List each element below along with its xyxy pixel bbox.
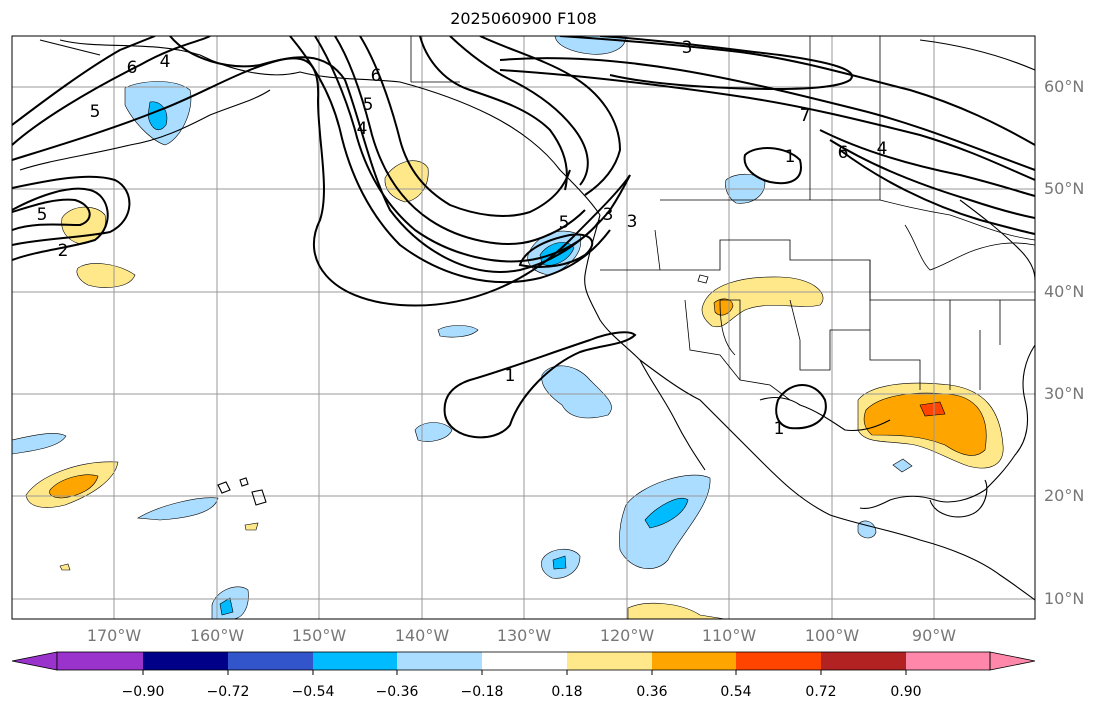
colorbar-swatch: [482, 652, 567, 670]
lat-label: 60°N: [1044, 77, 1085, 96]
contour-label: 6: [127, 58, 138, 78]
contour-label-group: 6 5 4 3 5 2 6 5 4 3 5 3 1 1 1 7 6 4: [37, 38, 888, 439]
contour-lines: [12, 36, 1035, 439]
colorbar-swatch: [567, 652, 652, 670]
lat-label: 40°N: [1044, 282, 1085, 301]
contour-label: 5: [559, 213, 570, 233]
contour-label: 7: [800, 106, 811, 126]
colorbar-tick-label: −0.36: [375, 684, 419, 700]
lat-label: 50°N: [1044, 179, 1085, 198]
colorbar-tick-label: −0.72: [206, 684, 250, 700]
contour-label: 4: [877, 139, 888, 159]
contour-label: 1: [785, 147, 796, 167]
red-core-gulf: [919, 401, 946, 417]
colorbar-tick-label: −0.18: [460, 684, 504, 700]
blue-blob-small: [414, 422, 453, 442]
lon-label: 120°W: [599, 626, 655, 645]
blue-blob-mid: [437, 325, 479, 338]
contour-label: 3: [603, 205, 614, 225]
lon-label: 130°W: [496, 626, 552, 645]
colorbar-swatch: [143, 652, 228, 670]
contour-label: 5: [363, 95, 374, 115]
colorbar-tick-label: 0.18: [551, 684, 583, 700]
blue-blob-hawaii: [137, 497, 219, 521]
lon-label: 160°W: [189, 626, 245, 645]
blue-blob-mexico-s: [857, 520, 877, 539]
shaded-anomalies: [12, 36, 1004, 619]
colorbar-swatch: [906, 652, 990, 670]
blue-core-pacific-s2: [552, 555, 567, 570]
gridlines: [12, 36, 1035, 619]
colorbar-swatch: [397, 652, 482, 670]
contour-label: 3: [682, 38, 693, 58]
coastlines: [19, 39, 1035, 601]
lon-label: 170°W: [86, 626, 142, 645]
colorbar-extend-left: [11, 651, 58, 671]
yellow-blob-tiny2: [59, 563, 71, 571]
blue-blob-far-west: [12, 433, 67, 455]
colorbar-swatch: [313, 652, 397, 670]
contour-label: 5: [37, 205, 48, 225]
orange-core-gulf: [863, 392, 987, 456]
contour-label: 5: [90, 102, 101, 122]
colorbar: [11, 651, 1036, 675]
lon-label: 100°W: [804, 626, 860, 645]
colorbar-tick-label: −0.90: [121, 684, 165, 700]
colorbar-swatch: [821, 652, 906, 670]
yellow-blob-4corners: [701, 276, 824, 328]
blue-blob-gulf-small: [892, 458, 913, 473]
blue-blob-north: [554, 36, 626, 55]
map-border: [11, 35, 1036, 620]
lat-label: 10°N: [1044, 589, 1085, 608]
political-boundaries: [410, 36, 1035, 401]
colorbar-border: [56, 651, 991, 671]
lon-label: 110°W: [701, 626, 757, 645]
yellow-blob-tiny: [244, 522, 259, 531]
colorbar-tick-label: 0.90: [890, 684, 922, 700]
contour-label: 4: [160, 52, 171, 72]
blue-blob-baja-off: [541, 365, 612, 419]
yellow-blob-bottom: [627, 603, 726, 619]
lon-label: 150°W: [291, 626, 347, 645]
contour-label: 1: [774, 419, 785, 439]
colorbar-tick-label: −0.54: [291, 684, 335, 700]
orange-core-4corners: [713, 298, 734, 316]
blue-core-pacific-s: [644, 498, 689, 529]
lat-label: 20°N: [1044, 486, 1085, 505]
colorbar-swatch: [736, 652, 821, 670]
colorbar-tick-label: 0.36: [636, 684, 668, 700]
contour-label: 2: [58, 241, 69, 261]
lat-label: 30°N: [1044, 384, 1085, 403]
contour-label: 3: [627, 212, 638, 232]
lon-label: 140°W: [394, 626, 450, 645]
blue-core-south: [219, 597, 234, 616]
colorbar-tick-label: 0.54: [720, 684, 752, 700]
contour-label: 1: [505, 366, 516, 386]
contour-label: 6: [838, 143, 849, 163]
colorbar-swatch: [652, 652, 736, 670]
lon-label: 90°W: [911, 626, 957, 645]
contour-label: 6: [371, 66, 382, 86]
contour-label: 4: [357, 119, 368, 139]
colorbar-tick-label: 0.72: [805, 684, 837, 700]
colorbar-extend-right: [989, 651, 1036, 671]
map-title: 2025060900 F108: [450, 9, 597, 28]
yellow-blob-west2: [76, 263, 136, 288]
colorbar-swatch: [228, 652, 313, 670]
colorbar-swatch: [57, 652, 143, 670]
